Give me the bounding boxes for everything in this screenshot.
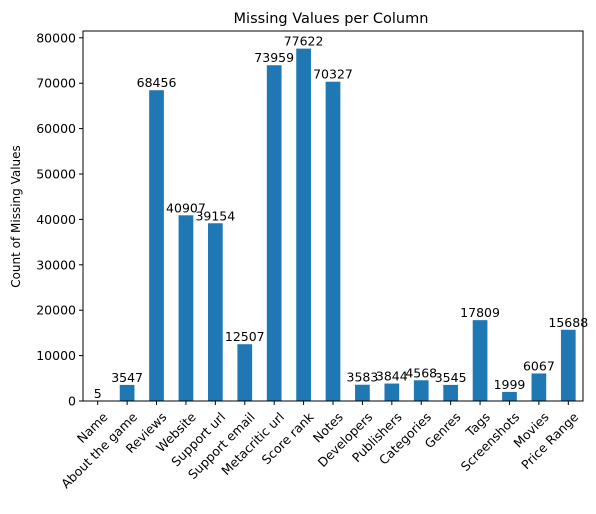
bars-group: [90, 49, 575, 401]
data-label-5: 12507: [225, 329, 265, 344]
data-label-1: 3547: [111, 370, 143, 385]
data-label-4: 39154: [195, 208, 235, 223]
bar-9: [355, 385, 370, 401]
y-tick-label-5: 50000: [36, 167, 76, 182]
data-label-10: 3844: [376, 369, 408, 384]
y-tick-label-7: 70000: [36, 76, 76, 91]
bar-4: [208, 223, 223, 401]
bar-14: [502, 392, 517, 401]
bar-8: [326, 82, 341, 401]
data-label-16: 15688: [548, 315, 588, 330]
y-tick-label-6: 60000: [36, 121, 76, 136]
chart-title: Missing Values per Column: [234, 11, 429, 27]
bar-7: [296, 49, 311, 401]
bar-3: [179, 215, 194, 401]
y-axis: 0 10000 20000 30000 40000 50000 60000 70000 8000…: [36, 30, 83, 408]
data-label-2: 68456: [137, 75, 177, 90]
bar-10: [384, 384, 399, 401]
bar-2: [149, 90, 164, 401]
data-label-0: 5: [94, 386, 102, 401]
data-label-11: 4568: [405, 365, 437, 380]
bar-11: [414, 380, 429, 401]
data-label-15: 6067: [523, 358, 555, 373]
bar-12: [443, 385, 458, 401]
data-label-9: 3583: [347, 370, 379, 385]
y-tick-label-3: 30000: [36, 257, 76, 272]
data-label-13: 17809: [460, 305, 500, 320]
data-label-7: 77622: [284, 34, 324, 49]
bar-16: [561, 330, 576, 401]
data-labels-group: 5354768456409073915412507739597762270327…: [94, 34, 588, 401]
bar-15: [532, 373, 547, 401]
bar-1: [120, 385, 135, 401]
data-label-14: 1999: [494, 377, 526, 392]
bar-6: [267, 65, 282, 401]
y-tick-label-2: 20000: [36, 303, 76, 318]
y-tick-label-1: 10000: [36, 348, 76, 363]
bar-13: [473, 320, 488, 401]
data-label-8: 70327: [313, 67, 353, 82]
bar-5: [237, 344, 252, 401]
y-axis-label: Count of Missing Values: [9, 145, 23, 288]
data-label-6: 73959: [254, 50, 294, 65]
y-tick-label-0: 0: [68, 394, 76, 409]
y-tick-label-8: 80000: [36, 30, 76, 45]
y-tick-label-4: 40000: [36, 212, 76, 227]
data-label-12: 3545: [435, 370, 467, 385]
